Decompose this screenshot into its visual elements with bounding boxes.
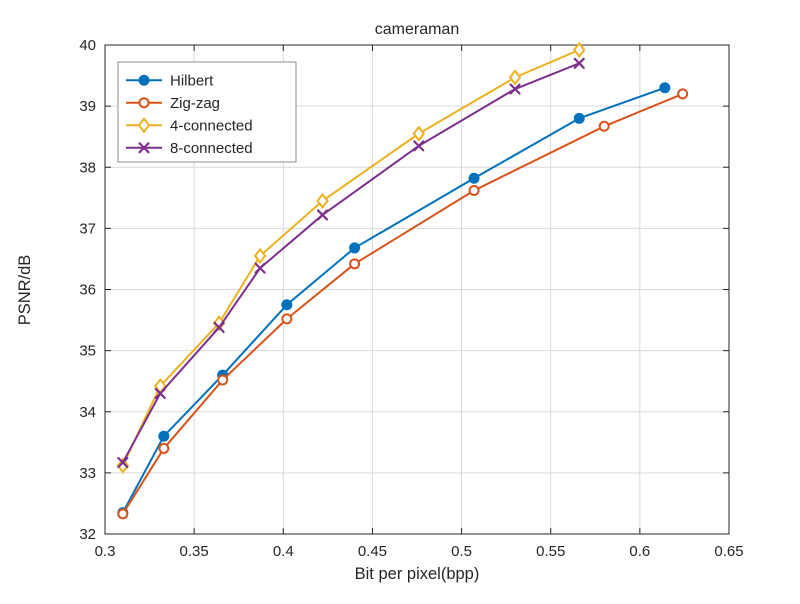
x-tick-label: 0.4 [273, 543, 294, 560]
data-point-marker [281, 313, 293, 325]
data-point-marker [117, 456, 129, 469]
x-tick-label: 0.55 [536, 543, 565, 560]
data-point-marker [468, 172, 480, 184]
x-tick-label: 0.5 [451, 543, 472, 560]
series-line [121, 48, 580, 466]
x-tick-label: 0.65 [714, 543, 743, 560]
y-tick-label: 37 [79, 220, 96, 237]
data-point-marker [158, 430, 170, 442]
data-point-marker [154, 387, 166, 400]
y-tick-label: 39 [79, 98, 96, 115]
data-point-marker [138, 74, 150, 86]
x-axis-label: Bit per pixel(bpp) [355, 565, 480, 583]
legend-label: 4-connected [170, 117, 253, 134]
legend-item: Hilbert [126, 72, 214, 89]
data-point-marker [138, 97, 150, 109]
data-point-marker [468, 184, 480, 196]
chart-title: cameraman [375, 21, 459, 38]
legend-item: Zig-zag [126, 95, 220, 112]
data-point-marker [573, 57, 585, 69]
legend-label: 8-connected [170, 140, 253, 157]
data-point-marker [413, 140, 425, 152]
series-line [121, 86, 666, 514]
legend-label: Hilbert [170, 72, 214, 89]
y-axis-label: PSNR/dB [16, 255, 34, 326]
series-line [121, 92, 684, 515]
series-4-connected [116, 41, 586, 474]
x-tick-label: 0.45 [358, 543, 387, 560]
x-tick-label: 0.6 [629, 543, 650, 560]
data-point-marker [573, 112, 585, 124]
data-point-marker [316, 209, 329, 221]
data-point-marker [412, 125, 426, 142]
data-point-marker [677, 88, 689, 100]
data-point-marker [349, 242, 361, 254]
data-point-marker [213, 321, 225, 333]
y-tick-label: 40 [79, 37, 96, 54]
data-point-marker [253, 247, 267, 265]
series-line [121, 62, 580, 463]
axes: 0.3 0.35 0.4 0.45 0.5 0.55 0.6 0.65 32 33 34 35 36 37… [79, 37, 743, 560]
y-tick-label: 34 [79, 404, 96, 421]
data-point-marker [659, 82, 671, 94]
x-tick-label: 0.35 [180, 543, 209, 560]
y-tick-label: 35 [79, 343, 96, 360]
data-point-marker [508, 69, 522, 86]
legend-item: 8-connected [126, 140, 253, 157]
x-tick-label: 0.3 [95, 543, 116, 560]
series-8-connected [117, 57, 585, 469]
data-point-marker [509, 83, 521, 95]
data-point-marker [117, 508, 129, 520]
legend: Hilbert Zig-zag 4-connected 8-connected [117, 61, 297, 163]
data-point-marker [138, 142, 150, 154]
data-point-marker [598, 120, 610, 132]
y-tick-label: 33 [79, 465, 96, 482]
data-point-marker [254, 262, 266, 274]
data-point-marker [137, 117, 151, 134]
y-tick-label: 36 [79, 282, 96, 299]
series-Zig-zag [117, 88, 689, 520]
data-point-marker [281, 299, 293, 311]
data-point-marker [316, 192, 329, 210]
data-point-marker [349, 258, 361, 270]
data-point-marker [217, 374, 229, 386]
data-point-marker [116, 457, 130, 474]
y-tick-label: 38 [79, 159, 96, 176]
legend-label: Zig-zag [170, 95, 220, 112]
data-point-marker [572, 41, 586, 59]
y-tick-label: 32 [79, 526, 96, 543]
legend-item: 4-connected [126, 117, 253, 134]
data-point-marker [158, 442, 170, 454]
